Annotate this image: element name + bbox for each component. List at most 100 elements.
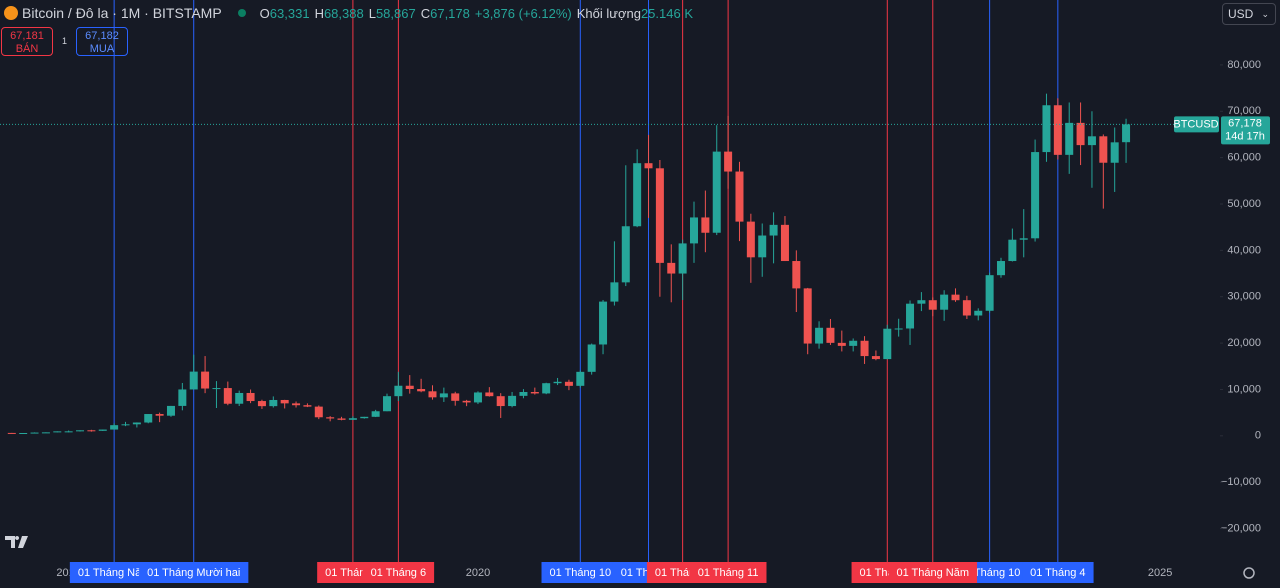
candle-body (41, 432, 50, 434)
candle-body (587, 344, 596, 372)
change: +3,876 (+6.12%) (474, 5, 572, 21)
candle-body (690, 217, 698, 244)
marker-label-bg (888, 562, 978, 583)
marker-label-bg (1022, 562, 1094, 583)
candle-body (974, 310, 983, 316)
candle-body (30, 432, 39, 434)
candle-body (769, 224, 778, 236)
candle-body (894, 328, 903, 330)
marker-label: 01 Tháng Năm (69, 562, 159, 583)
candle-body (1087, 136, 1096, 146)
marker-label: 01 Tháng 4 (1022, 562, 1094, 583)
candle-body (166, 405, 175, 416)
x-tick-label: 2020 (466, 567, 490, 579)
candle-body (701, 217, 710, 233)
volume-label: Khối lượng (576, 5, 641, 21)
candle-body (837, 342, 846, 346)
candle-body (201, 371, 210, 389)
candle-body (348, 418, 357, 420)
candle-body (644, 163, 653, 169)
candle-body (962, 300, 971, 316)
candle-body (1042, 105, 1051, 153)
header: Bitcoin / Đô la · 1M · BITSTAMP O 63,331 … (4, 3, 698, 23)
field-value: 63,331 (269, 5, 310, 21)
sell-button[interactable]: 67,181 BÁN (1, 27, 53, 56)
candle-body (269, 399, 278, 407)
candle-body (257, 401, 266, 407)
marker-label: 01 Tháng 10 (541, 562, 620, 583)
candle-body (76, 430, 85, 432)
y-tick-label: 30,000 (1227, 291, 1261, 303)
price-tag-symbol: BTCUSD (1173, 118, 1218, 130)
field-key: L (368, 5, 376, 21)
candle-body (883, 328, 892, 360)
candle-body (383, 396, 392, 412)
candle-body (940, 294, 949, 310)
candle-body (246, 392, 255, 402)
buy-button[interactable]: 67,182 MUA (76, 27, 128, 56)
marker-label-bg (69, 562, 159, 583)
marker-label-bg (541, 562, 620, 583)
marker-label: 01 Tháng 6 (362, 562, 435, 583)
candle-body (985, 275, 994, 311)
marker-label-text: 01 Tháng 11 (698, 567, 759, 579)
candle-body (496, 396, 505, 407)
candle-body (906, 303, 915, 329)
y-tick-label: −10,000 (1221, 476, 1261, 488)
y-tick-label: 80,000 (1227, 59, 1261, 71)
marker-label-text: 01 Tháng Năm (78, 567, 151, 579)
candle-body (803, 288, 812, 344)
buy-label: MUA (89, 43, 115, 55)
candle-body (746, 221, 755, 258)
price-tag-symbol-bg (1174, 116, 1219, 133)
candle-body (360, 416, 369, 419)
candle-body (678, 243, 687, 274)
symbol[interactable]: Bitcoin / Đô la · 1M · BITSTAMP (22, 5, 222, 21)
spread: 1 (62, 36, 68, 46)
market-status (237, 9, 246, 17)
marker-label-text: 01 Tháng 10 (550, 567, 612, 579)
field-value: 67,178 (430, 5, 470, 21)
candle-body (178, 389, 187, 406)
sell-label: BÁN (15, 43, 39, 55)
buy-price: 67,182 (85, 30, 119, 42)
candle-body (1031, 152, 1040, 239)
coin-icon (4, 6, 18, 20)
candle-body (144, 414, 153, 423)
candle-body (121, 424, 130, 426)
candle-body (860, 340, 869, 357)
marker-label-text: 01 Tháng 6 (371, 567, 426, 579)
candle-body (667, 262, 676, 274)
candle-body (519, 392, 528, 396)
candle-body (780, 224, 789, 262)
candle-body (303, 405, 312, 407)
marker-label-text: 01 Tháng Năm (896, 567, 969, 579)
candle-body (633, 163, 642, 227)
candle-body (64, 431, 73, 433)
price-tag-price: 67,178 (1228, 117, 1262, 129)
candle-body (19, 432, 28, 434)
currency-select[interactable]: USD ⌄ (1222, 3, 1276, 25)
candle-body (1065, 122, 1074, 155)
candle-body (815, 327, 824, 344)
candle-body (530, 392, 539, 394)
candle-body (712, 151, 721, 233)
candle-body (417, 388, 426, 392)
candle-body (1099, 136, 1108, 163)
tv-logo (5, 536, 28, 548)
candle-body (473, 392, 482, 403)
candle-body (508, 395, 517, 407)
marker-label-bg (689, 562, 767, 583)
candle-body (951, 294, 960, 301)
candle-body (326, 417, 335, 419)
candle-body (405, 385, 414, 389)
y-tick-label: 20,000 (1227, 337, 1261, 349)
marker-label-bg (139, 562, 249, 583)
candle-body (110, 425, 119, 430)
y-tick-label: −20,000 (1221, 522, 1261, 534)
candle-body (735, 171, 744, 222)
candle-body (280, 399, 289, 404)
field-value: 68,388 (323, 5, 364, 21)
